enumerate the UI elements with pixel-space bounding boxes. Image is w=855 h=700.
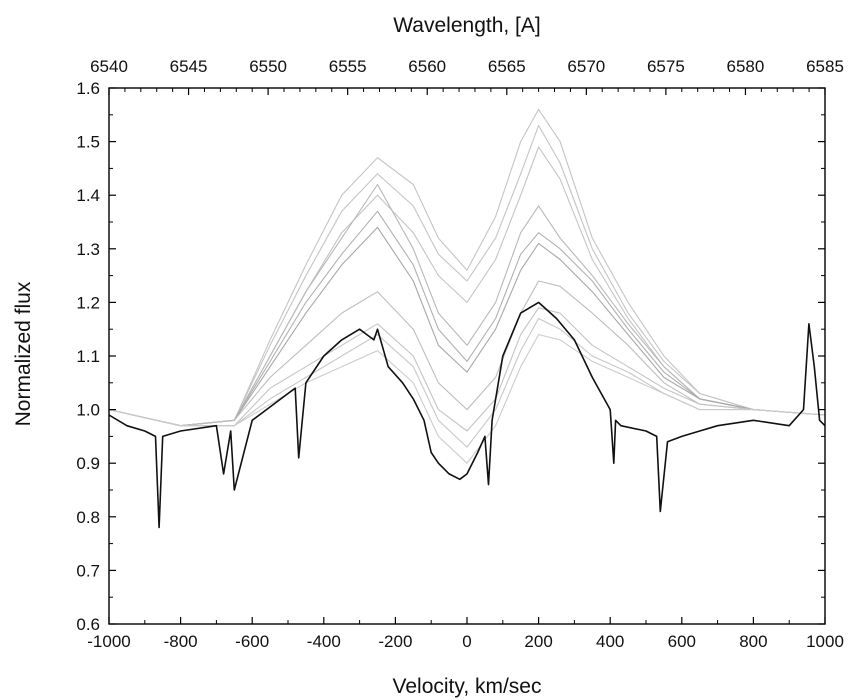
x2-tick-label: 6550	[249, 57, 287, 76]
series-line-6	[108, 226, 826, 427]
y-tick-label: 1.1	[76, 347, 100, 366]
y-tick-label: 1.0	[76, 401, 100, 420]
series-line-highlight	[108, 301, 826, 529]
bottom-axis-title: Velocity, km/sec	[393, 675, 542, 698]
x2-tick-label: 6555	[329, 57, 367, 76]
series-line-3	[108, 146, 826, 427]
series-line-7	[108, 280, 826, 427]
series-line-1	[108, 108, 826, 427]
x-tick-label: -400	[307, 632, 341, 651]
y-tick-label: 0.7	[76, 561, 100, 580]
x-tick-label: 800	[739, 632, 767, 651]
y-tick-label: 1.3	[76, 240, 100, 259]
y-tick-label: 1.5	[76, 133, 100, 152]
y-tick-label: 0.9	[76, 454, 100, 473]
top-axis-title: Wavelength, [A]	[393, 14, 540, 37]
x2-tick-label: 6560	[408, 57, 446, 76]
x-tick-label: -1000	[87, 632, 130, 651]
x-tick-label: 0	[462, 632, 471, 651]
series-line-4	[108, 183, 826, 427]
left-axis-title: Normalized flux	[12, 281, 35, 426]
x-tick-label: -200	[378, 632, 412, 651]
x-tick-label: -800	[164, 632, 198, 651]
x-tick-label: 200	[524, 632, 552, 651]
x2-tick-label: 6570	[567, 57, 605, 76]
series-line-5	[108, 210, 826, 427]
tick-layer: -1000 -800 -600 -400 -200 0 200 400 600 800 1000 65…	[76, 57, 844, 651]
x-tick-label: 1000	[806, 632, 844, 651]
x-tick-label: 600	[668, 632, 696, 651]
x2-tick-label: 6575	[647, 57, 685, 76]
series-layer	[108, 108, 826, 529]
series-line-10	[108, 317, 826, 448]
series-line-8	[108, 307, 826, 432]
y-tick-label: 0.6	[76, 615, 100, 634]
x-tick-label: 400	[596, 632, 624, 651]
y-tick-label: 1.2	[76, 293, 100, 312]
plot-frame	[108, 87, 826, 625]
x2-tick-label: 6580	[727, 57, 765, 76]
x2-tick-label: 6565	[488, 57, 526, 76]
y-tick-label: 1.6	[76, 79, 100, 98]
x2-tick-label: 6545	[170, 57, 208, 76]
y-tick-label: 1.4	[76, 186, 100, 205]
series-line-2	[108, 124, 826, 427]
x2-tick-label: 6540	[90, 57, 128, 76]
x2-tick-label: 6585	[806, 57, 844, 76]
x-tick-label: -600	[235, 632, 269, 651]
y-tick-label: 0.8	[76, 508, 100, 527]
